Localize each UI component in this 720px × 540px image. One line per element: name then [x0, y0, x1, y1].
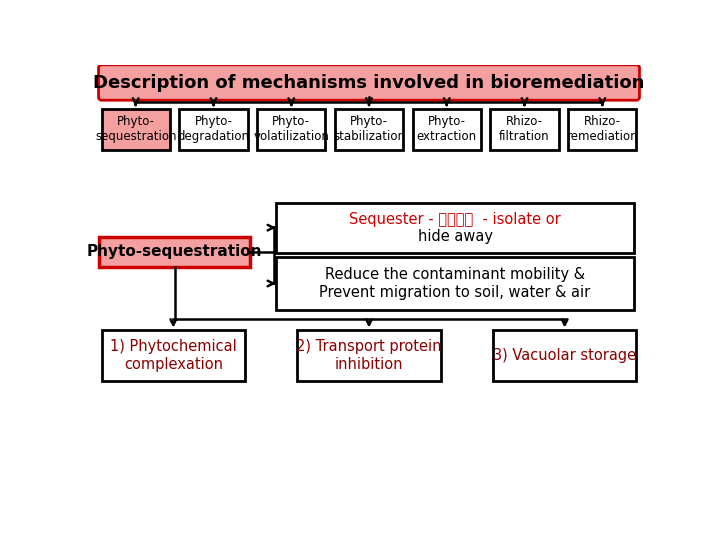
- FancyBboxPatch shape: [102, 110, 170, 150]
- Text: 2) Transport protein
inhibition: 2) Transport protein inhibition: [296, 339, 442, 372]
- Text: Phyto-
degradation: Phyto- degradation: [178, 116, 250, 144]
- FancyBboxPatch shape: [179, 110, 248, 150]
- Text: Phyto-
volatilization: Phyto- volatilization: [253, 116, 329, 144]
- FancyBboxPatch shape: [335, 110, 403, 150]
- Text: Rhizo-
remediation: Rhizo- remediation: [567, 116, 638, 144]
- Text: Phyto-
extraction: Phyto- extraction: [417, 116, 477, 144]
- FancyBboxPatch shape: [99, 65, 639, 100]
- Text: 1) Phytochemical
complexation: 1) Phytochemical complexation: [110, 339, 237, 372]
- FancyBboxPatch shape: [99, 237, 251, 267]
- FancyBboxPatch shape: [493, 330, 636, 381]
- Text: 3) Vacuolar storage: 3) Vacuolar storage: [493, 348, 636, 363]
- Text: Phyto-
sequestration: Phyto- sequestration: [95, 116, 176, 144]
- FancyBboxPatch shape: [297, 330, 441, 381]
- Text: Description of mechanisms involved in bioremediation: Description of mechanisms involved in bi…: [94, 73, 644, 91]
- FancyBboxPatch shape: [257, 110, 325, 150]
- Text: Phyto-
stabilization: Phyto- stabilization: [333, 116, 405, 144]
- FancyBboxPatch shape: [102, 330, 245, 381]
- Text: Reduce the contaminant mobility &
Prevent migration to soil, water & air: Reduce the contaminant mobility & Preven…: [320, 267, 590, 300]
- FancyBboxPatch shape: [568, 110, 636, 150]
- FancyBboxPatch shape: [276, 257, 634, 309]
- Text: Sequester - 은퇴하다  - isolate or: Sequester - 은퇴하다 - isolate or: [349, 212, 561, 227]
- Text: Phyto-sequestration: Phyto-sequestration: [87, 245, 263, 259]
- Text: Rhizo-
filtration: Rhizo- filtration: [499, 116, 550, 144]
- FancyBboxPatch shape: [276, 202, 634, 253]
- Text: hide away: hide away: [418, 230, 492, 245]
- FancyBboxPatch shape: [490, 110, 559, 150]
- FancyBboxPatch shape: [413, 110, 481, 150]
